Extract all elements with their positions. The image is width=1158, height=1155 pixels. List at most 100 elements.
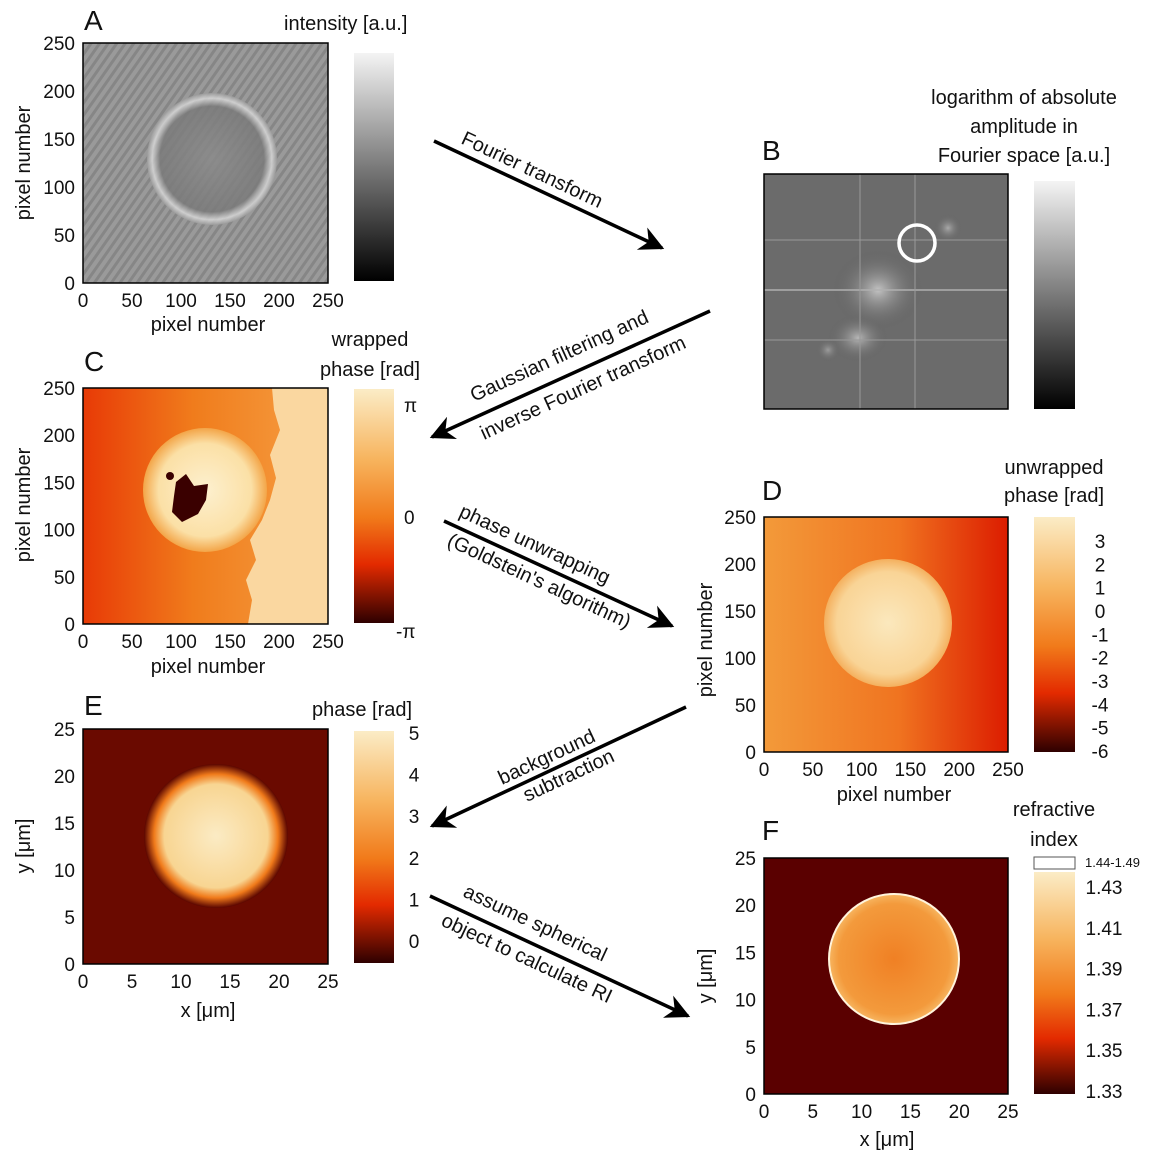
panel-letter-a: A <box>84 5 103 36</box>
colorbar-title-d-1: unwrapped <box>1005 457 1104 479</box>
arrow-fourier-transform: Fourier transform <box>433 128 665 250</box>
y-tick-label: 250 <box>724 508 756 529</box>
y-tick-label: 0 <box>64 274 75 295</box>
arrow-phase-unwrapping: phase unwrapping (Goldstein's algorithm) <box>443 501 675 633</box>
x-tick-label: 50 <box>121 632 142 653</box>
arrow-label-1: Fourier transform <box>458 128 606 213</box>
cell-refractive-index <box>828 893 960 1025</box>
y-tick-label: 0 <box>745 1085 756 1106</box>
axis-ticks-d: 0 50 100 150 200 250 0 50 100 150 200 250 <box>724 508 1024 781</box>
panel-letter-b: B <box>762 135 781 166</box>
x-tick-label: 250 <box>312 632 344 653</box>
colorbar-tick-label: 3 <box>1095 532 1106 553</box>
y-tick-label: 20 <box>54 767 75 788</box>
y-tick-label: 150 <box>724 602 756 623</box>
colorbar-tick-label: 0 <box>409 932 420 953</box>
y-tick-label: 250 <box>43 34 75 55</box>
colorbar-title-f-2: index <box>1030 829 1078 851</box>
colorbar-d <box>1034 517 1075 752</box>
x-tick-label: 5 <box>808 1102 819 1123</box>
y-tick-label: 25 <box>54 720 75 741</box>
x-tick-label: 0 <box>759 1102 770 1123</box>
colorbar-tick-label: 2 <box>409 849 420 870</box>
colorbar-b <box>1034 181 1075 409</box>
x-tick-label: 100 <box>846 760 878 781</box>
x-tick-label: 200 <box>263 291 295 312</box>
colorbar-tick-c-2: 0 <box>404 508 415 529</box>
colorbar-title-a: intensity [a.u.] <box>284 13 407 35</box>
x-tick-label: 15 <box>219 972 240 993</box>
y-axis-label-c: pixel number <box>13 447 35 562</box>
x-axis-label-d: pixel number <box>837 784 952 806</box>
colorbar-tick-label: -6 <box>1092 742 1109 763</box>
colorbar-ticks-e: 5 4 3 2 1 0 <box>409 724 420 953</box>
colorbar-tick-label: 1 <box>409 890 420 911</box>
x-axis-label-a: pixel number <box>151 314 266 336</box>
colorbar-ticks-f: 1.43 1.41 1.39 1.37 1.35 1.33 <box>1086 878 1123 1103</box>
y-tick-label: 0 <box>745 743 756 764</box>
colorbar-tick-label: 1.41 <box>1086 919 1123 940</box>
y-tick-label: 5 <box>745 1038 756 1059</box>
x-tick-label: 150 <box>895 760 927 781</box>
arrow-background-subtraction: background subtraction <box>429 705 687 828</box>
colorbar-tick-label: 1.39 <box>1086 960 1123 981</box>
colorbar-title-b-3: Fourier space [a.u.] <box>938 145 1110 167</box>
colorbar-title-e: phase [rad] <box>312 699 412 721</box>
colorbar-tick-label: 0 <box>1095 602 1106 623</box>
y-tick-label: 50 <box>54 568 75 589</box>
colorbar-c <box>354 389 394 623</box>
cell-unwrapped-phase <box>824 559 952 687</box>
x-tick-label: 5 <box>127 972 138 993</box>
colorbar-tick-label: 2 <box>1095 555 1106 576</box>
x-tick-label: 50 <box>121 291 142 312</box>
y-tick-label: 50 <box>735 696 756 717</box>
x-tick-label: 0 <box>78 291 89 312</box>
colorbar-tick-label: 1 <box>1095 579 1106 600</box>
panel-d: D unwrapped phase [rad] 3210-1-2-3-4-5-6… <box>695 457 1109 806</box>
x-tick-label: 0 <box>78 972 89 993</box>
x-axis-label-f: x [μm] <box>860 1129 915 1151</box>
colorbar-tick-label: 3 <box>409 807 420 828</box>
y-tick-label: 15 <box>735 943 756 964</box>
colorbar-tick-label: 5 <box>409 724 420 745</box>
colorbar-title-f-1: refractive <box>1013 799 1095 821</box>
y-tick-label: 10 <box>735 991 756 1012</box>
colorbar-tick-label: -2 <box>1092 649 1109 670</box>
axis-ticks-c: 0 50 100 150 200 250 0 50 100 150 200 250 <box>43 379 344 653</box>
x-tick-label: 200 <box>943 760 975 781</box>
x-tick-label: 200 <box>263 632 295 653</box>
colorbar-title-c-2: phase [rad] <box>320 359 420 381</box>
x-tick-label: 150 <box>214 291 246 312</box>
panel-f: F 1.44-1.49 refractive index 1.43 1.41 1.3… <box>695 799 1140 1151</box>
y-axis-label-f: y [μm] <box>695 949 717 1004</box>
y-tick-label: 200 <box>43 82 75 103</box>
colorbar-a <box>354 53 394 281</box>
y-tick-label: 25 <box>735 849 756 870</box>
colorbar-tick-label: 1.43 <box>1086 878 1123 899</box>
colorbar-tick-label: -1 <box>1092 625 1109 646</box>
x-tick-label: 250 <box>312 291 344 312</box>
colorbar-tick-label: 1.37 <box>1086 1000 1123 1021</box>
y-tick-label: 10 <box>54 861 75 882</box>
x-tick-label: 20 <box>268 972 289 993</box>
y-axis-label-a: pixel number <box>13 105 35 220</box>
y-tick-label: 50 <box>54 226 75 247</box>
y-tick-label: 20 <box>735 896 756 917</box>
x-tick-label: 250 <box>992 760 1024 781</box>
x-tick-label: 20 <box>949 1102 970 1123</box>
colorbar-tick-label: -5 <box>1092 719 1109 740</box>
panel-b: B logarithm of absolute amplitude in Fou… <box>762 87 1117 410</box>
x-tick-label: 100 <box>165 291 197 312</box>
x-tick-label: 50 <box>802 760 823 781</box>
y-axis-label-d: pixel number <box>695 582 717 697</box>
colorbar-overflow-label: 1.44-1.49 <box>1085 855 1140 870</box>
y-tick-label: 0 <box>64 955 75 976</box>
colorbar-tick-label: 1.33 <box>1086 1082 1123 1103</box>
y-tick-label: 100 <box>724 649 756 670</box>
colorbar-title-d-2: phase [rad] <box>1004 485 1104 507</box>
x-tick-label: 25 <box>997 1102 1018 1123</box>
x-tick-label: 10 <box>851 1102 872 1123</box>
y-tick-label: 15 <box>54 814 75 835</box>
y-tick-label: 250 <box>43 379 75 400</box>
